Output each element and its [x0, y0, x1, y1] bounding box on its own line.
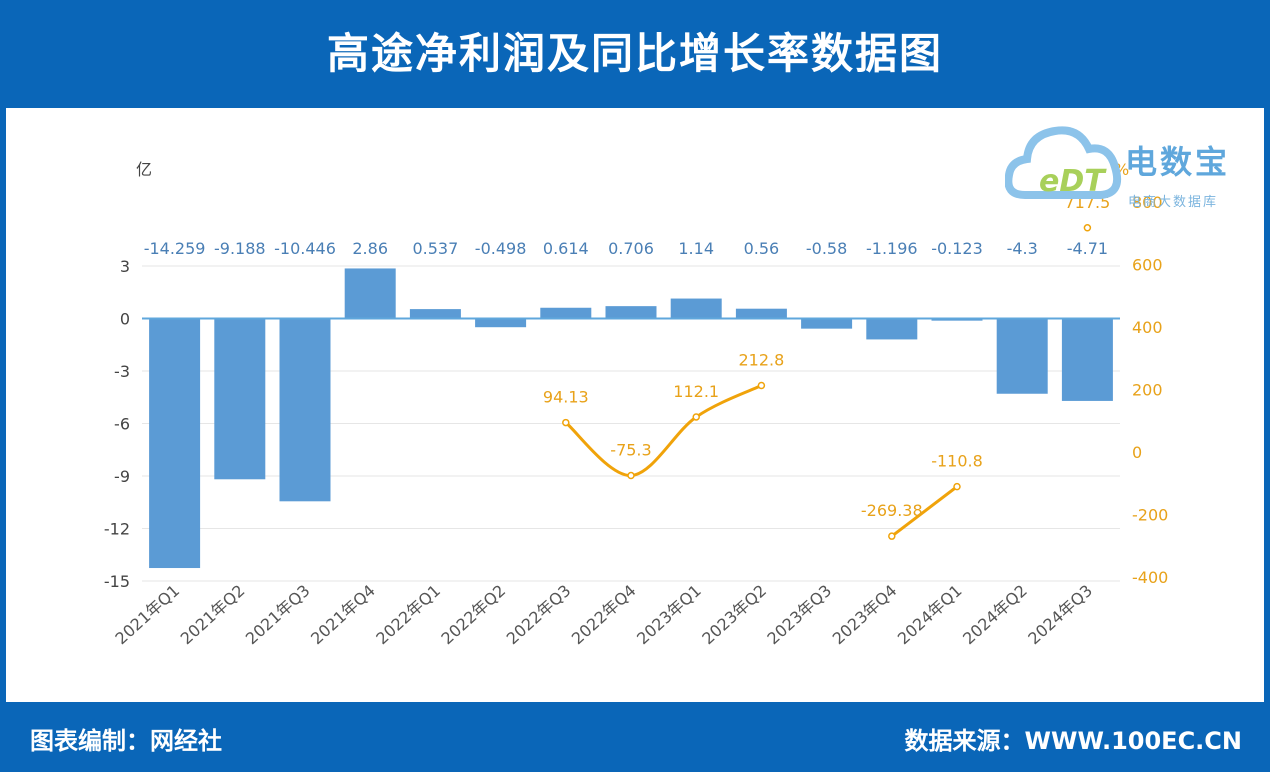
x-tick-label: 2021年Q3 [242, 581, 314, 648]
line-point [888, 532, 896, 540]
x-tick-label: 2023年Q4 [829, 581, 901, 648]
y-right-tick-label: 200 [1132, 381, 1163, 400]
y-left-tick-label: -12 [104, 520, 130, 539]
bar-value-label: 0.614 [543, 239, 589, 258]
x-tick-label: 2021年Q4 [307, 581, 379, 648]
data-labels: -14.259 -9.188 -10.446 2.86 0.537 -0.498 0.614… [144, 193, 1111, 520]
watermark-brand: 电数宝 [1125, 143, 1231, 181]
x-tick-label: 2022年Q3 [503, 581, 575, 648]
line-point [1083, 224, 1092, 232]
bar-series [149, 268, 1113, 569]
bar-value-label: 0.537 [412, 239, 458, 258]
line-series [562, 224, 1092, 540]
svg-text:eDT: eDT [1039, 164, 1107, 199]
y-left-tick-label: -3 [114, 362, 130, 381]
y-left-tick-label: 0 [120, 310, 130, 329]
line-value-label: -269.38 [861, 501, 923, 520]
y-left-tick-label: -15 [104, 572, 130, 591]
y-right-tick-label: 400 [1132, 318, 1163, 337]
header-bar: 高途净利润及同比增长率数据图 [0, 0, 1270, 108]
bar-value-label: -4.71 [1067, 239, 1108, 258]
line-point [562, 418, 570, 427]
bar [866, 318, 918, 340]
page-title: 高途净利润及同比增长率数据图 [326, 29, 943, 78]
bar [735, 308, 787, 319]
bar-value-label: -4.3 [1007, 239, 1038, 258]
x-tick-label: 2021年Q2 [177, 581, 249, 648]
cloud-logo-icon: eDT [1005, 126, 1122, 199]
bar [214, 318, 266, 480]
bar-value-label: -9.188 [214, 239, 266, 258]
bar-value-label: -0.498 [475, 239, 527, 258]
y-left-tick-label: -6 [114, 415, 130, 434]
line-value-label: -75.3 [610, 441, 651, 460]
bar-value-label: -10.446 [274, 239, 336, 258]
x-tick-label: 2024年Q3 [1024, 581, 1096, 648]
bar [670, 298, 722, 319]
watermark-subtitle: 电商大数据库 [1128, 195, 1219, 210]
x-tick-label: 2022年Q1 [372, 581, 444, 648]
line-value-label: 94.13 [543, 388, 589, 407]
x-tick-label: 2023年Q1 [633, 581, 705, 648]
bar [931, 318, 983, 321]
y-left-tick-label: 3 [120, 257, 130, 276]
bar [149, 318, 201, 569]
y-right-tick-label: -400 [1132, 568, 1168, 587]
x-tick-label: 2022年Q2 [437, 581, 509, 648]
bar [605, 306, 657, 319]
y-right-tick-label: 0 [1132, 443, 1142, 462]
grid-lines [142, 265, 1120, 582]
x-tick-label: 2022年Q4 [568, 581, 640, 648]
line-value-label: -110.8 [931, 452, 983, 471]
x-tick-label: 2023年Q2 [698, 581, 770, 648]
bar [996, 318, 1048, 394]
line-point [953, 482, 961, 491]
line-point [627, 471, 635, 480]
bar [540, 307, 592, 319]
chart: -14.259 -9.188 -10.446 2.86 0.537 -0.498 0.614… [104, 160, 1168, 648]
bar-value-label: -0.123 [931, 239, 983, 258]
y-right-tick-label: -200 [1132, 506, 1168, 525]
x-tick-label: 2023年Q3 [763, 581, 835, 648]
bar-value-label: 0.706 [608, 239, 654, 258]
bar-value-label: -0.58 [806, 239, 847, 258]
y-right-tick-label: 600 [1132, 256, 1163, 275]
bar [1061, 318, 1113, 401]
bar [344, 268, 396, 319]
bar-value-label: 1.14 [678, 239, 714, 258]
line-value-label: 112.1 [673, 382, 719, 401]
bar-value-label: 0.56 [744, 239, 780, 258]
x-tick-label: 2024年Q1 [894, 581, 966, 648]
y-right-tick-label: 800 [1132, 193, 1163, 212]
footer-bar: 图表编制：网经社 数据来源：WWW.100EC.CN [0, 702, 1270, 772]
growth-rate-line [564, 384, 763, 478]
footer-source: 数据来源：WWW.100EC.CN [904, 727, 1243, 755]
bar-value-label: -1.196 [866, 239, 918, 258]
line-point [692, 413, 700, 421]
y-left-unit: 亿 [136, 160, 152, 179]
bar [475, 318, 527, 328]
chart-frame [0, 108, 1270, 702]
line-point [757, 381, 766, 390]
bar-value-label: -14.259 [144, 239, 206, 258]
watermark: eDT 电数宝 电商大数据库 [1005, 115, 1265, 210]
growth-rate-line [890, 485, 958, 538]
x-tick-label: 2024年Q2 [959, 581, 1031, 648]
bar-value-label: 2.86 [352, 239, 388, 258]
y-left-tick-label: -9 [114, 467, 130, 486]
bar [409, 309, 461, 319]
footer-credit: 图表编制：网经社 [30, 727, 222, 755]
bar [279, 318, 331, 502]
bar [801, 318, 853, 329]
line-value-label: 212.8 [738, 351, 784, 370]
